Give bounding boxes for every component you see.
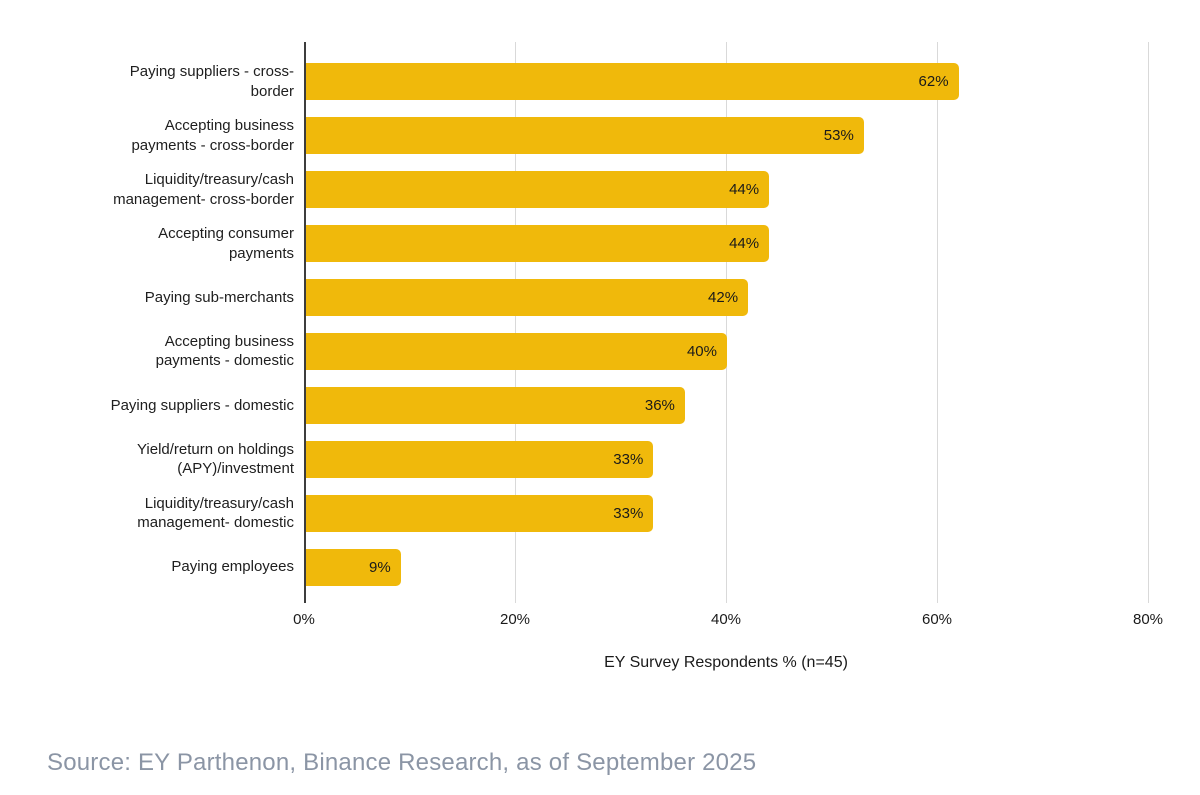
bar: 44% [306, 171, 770, 209]
category-label: Yield/return on holdings (APY)/investment [136, 440, 294, 478]
category-axis-labels: Paying suppliers - cross-border Accepting… [0, 55, 294, 594]
bar-row: 40% [306, 325, 1148, 379]
bar-value-label: 40% [686, 342, 717, 360]
bar-row: 44% [306, 163, 1148, 217]
category-label: Paying employees [171, 558, 294, 576]
bar: 62% [306, 63, 959, 101]
bar-row: 42% [306, 271, 1148, 325]
bar: 44% [306, 225, 770, 263]
category-label: Liquidity/treasury/cash management- cross… [113, 171, 294, 208]
y-axis-line [304, 42, 306, 603]
bars-group: 62% 53% 44% 44% 42% 40% 36% 33% 33% 9% [306, 55, 1148, 594]
bar-value-label: 44% [729, 181, 760, 199]
bar-row: 62% [306, 55, 1148, 109]
gridline-20% [515, 42, 516, 603]
x-tick-label: 60% [921, 611, 953, 628]
category-label: Liquidity/treasury/cash management- domes… [137, 494, 294, 532]
x-tick-label: 80% [1132, 611, 1164, 628]
bar: 42% [306, 279, 749, 317]
x-axis-title: EY Survey Respondents % (n=45) [604, 654, 848, 671]
category-label: Paying suppliers - domestic [110, 396, 294, 414]
gridline-40% [726, 42, 727, 603]
bar: 33% [306, 440, 654, 478]
bar-value-label: 9% [369, 558, 391, 576]
bar-value-label: 36% [644, 396, 675, 414]
bar-value-label: 53% [823, 127, 854, 145]
gridline-60% [937, 42, 938, 603]
bar-row: 33% [306, 486, 1148, 540]
plot-area: 62% 53% 44% 44% 42% 40% 36% 33% 33% 9% [304, 42, 1149, 603]
bar: 9% [306, 548, 401, 586]
category-label: Paying sub-merchants [144, 288, 294, 306]
x-tick-label: 40% [710, 611, 742, 628]
bar-row: 53% [306, 109, 1148, 163]
source-caption: Source: EY Parthenon, Binance Research, … [47, 749, 757, 776]
bar-value-label: 33% [613, 450, 644, 468]
bar: 53% [306, 117, 864, 155]
bar-value-label: 42% [708, 289, 739, 307]
bar-row: 9% [306, 540, 1148, 594]
bar-row: 33% [306, 432, 1148, 486]
category-label: Accepting consumer payments [158, 225, 294, 262]
bar-value-label: 62% [918, 73, 949, 91]
bar-value-label: 33% [613, 504, 644, 522]
category-label: Accepting business payments - cross-borde… [131, 117, 294, 154]
bar: 36% [306, 386, 685, 424]
category-label: Accepting business payments - domestic [155, 332, 294, 370]
bar: 33% [306, 494, 654, 532]
bar-row: 36% [306, 378, 1148, 432]
bar-row: 44% [306, 217, 1148, 271]
x-tick-label: 20% [499, 611, 531, 628]
bar: 40% [306, 332, 727, 370]
gridline-80% [1148, 42, 1149, 603]
bar-value-label: 44% [729, 235, 760, 253]
x-tick-label: 0% [293, 611, 315, 628]
category-label: Paying suppliers - cross-border [129, 63, 294, 100]
